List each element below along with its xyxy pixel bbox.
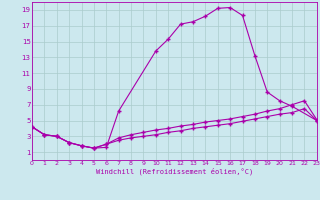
X-axis label: Windchill (Refroidissement éolien,°C): Windchill (Refroidissement éolien,°C)	[96, 168, 253, 175]
